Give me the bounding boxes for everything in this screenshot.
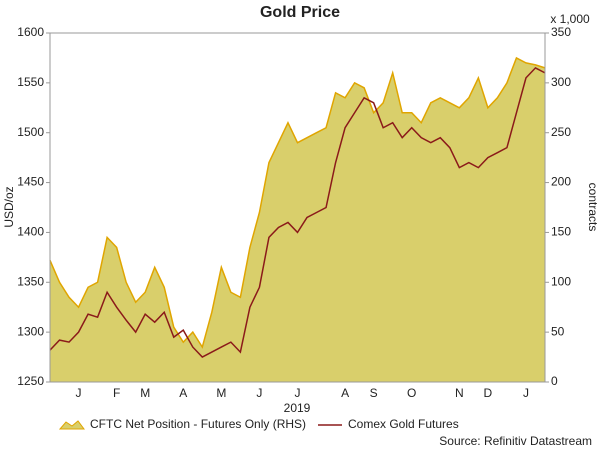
y2-tick-label: 0	[551, 374, 558, 388]
x-tick-label: O	[407, 386, 416, 400]
y2-tick-label: 250	[551, 125, 571, 139]
y2-tick-label: 50	[551, 324, 565, 338]
area	[50, 57, 545, 383]
y-tick-label: 1600	[17, 25, 44, 39]
y-tick-label: 1550	[17, 75, 44, 89]
legend-label: Comex Gold Futures	[348, 417, 459, 431]
x-tick-label: J	[76, 386, 82, 400]
legend-label: CFTC Net Position - Futures Only (RHS)	[90, 417, 306, 431]
y2-tick-label: 300	[551, 75, 571, 89]
y2-tick-label: 100	[551, 274, 571, 288]
x-tick-label: F	[113, 386, 120, 400]
x-tick-label: A	[341, 386, 349, 400]
y-tick-label: 1350	[17, 274, 44, 288]
y-tick-label: 1300	[17, 324, 44, 338]
x-tick-label: N	[455, 386, 464, 400]
y-tick-label: 1450	[17, 175, 44, 189]
x-tick-label: S	[370, 386, 378, 400]
y2-tick-label: 150	[551, 225, 571, 239]
x-tick-label: D	[484, 386, 493, 400]
line	[49, 66, 546, 358]
y2-tick-label: 200	[551, 175, 571, 189]
x-tick-label: J	[295, 386, 301, 400]
x-tick-label: M	[216, 386, 226, 400]
x-tick-label: J	[523, 386, 529, 400]
y-tick-label: 1400	[17, 225, 44, 239]
y-axis-label: USD/oz	[2, 186, 16, 227]
x-tick-label: A	[179, 386, 187, 400]
x-axis-label: 2019	[284, 401, 311, 415]
plot-frame	[49, 32, 546, 383]
y-tick-label: 1500	[17, 125, 44, 139]
y2-unit: x 1,000	[550, 12, 590, 26]
y2-tick-label: 350	[551, 25, 571, 39]
x-tick-label: M	[140, 386, 150, 400]
y-tick-label: 1250	[17, 374, 44, 388]
area-edge	[49, 56, 546, 349]
chart-title: Gold Price	[260, 4, 340, 21]
source: Source: Refinitiv Datastream	[439, 434, 592, 448]
x-tick-label: J	[256, 386, 262, 400]
legend-swatch	[58, 420, 85, 430]
y2-axis-label: contracts	[586, 183, 600, 232]
